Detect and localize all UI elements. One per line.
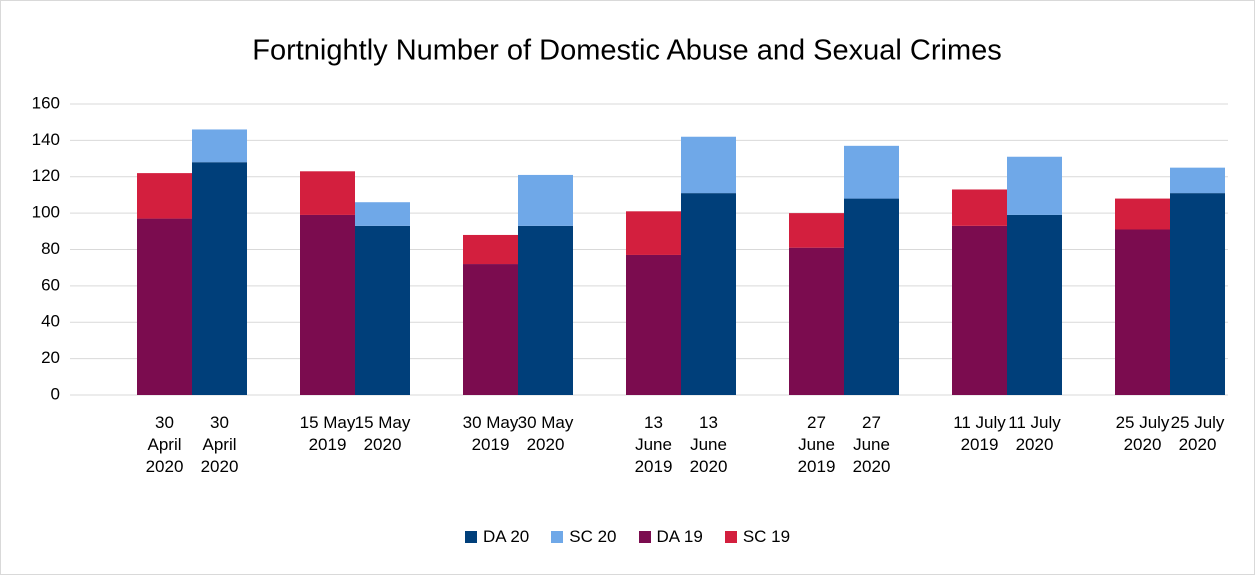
bar xyxy=(1170,167,1225,194)
legend: DA 20 SC 20 DA 19 SC 19 xyxy=(0,527,1255,547)
legend-label: SC 20 xyxy=(569,527,617,546)
x-tick-label: 11 July 2019 xyxy=(953,413,1006,454)
bar xyxy=(192,129,247,163)
bar xyxy=(1115,229,1170,395)
x-tick-label: 11 July 2020 xyxy=(1008,413,1061,454)
legend-swatch xyxy=(464,531,477,543)
legend-item: DA 19 xyxy=(638,527,703,547)
x-tick-label: 30 April 2020 xyxy=(200,413,239,476)
x-tick-label: 15 May 2020 xyxy=(354,413,411,454)
legend-swatch xyxy=(551,531,564,543)
bar xyxy=(844,198,899,395)
bar xyxy=(952,225,1007,395)
bar xyxy=(137,173,192,219)
bar xyxy=(463,234,518,265)
x-tick-label: 13 June 2020 xyxy=(689,413,728,476)
x-tick-label: 30 May 2020 xyxy=(517,413,574,454)
y-tick-label: 40 xyxy=(41,312,60,331)
bar xyxy=(518,174,573,226)
y-tick-label: 60 xyxy=(41,275,60,294)
x-tick-label: 25 July 2020 xyxy=(1170,413,1225,454)
bar xyxy=(681,136,736,194)
bar xyxy=(1115,198,1170,230)
bar xyxy=(300,171,355,215)
y-tick-label: 120 xyxy=(32,166,60,185)
bar xyxy=(137,218,192,395)
legend-swatch xyxy=(638,531,651,543)
bar xyxy=(1170,193,1225,395)
bar xyxy=(518,225,573,395)
y-tick-label: 160 xyxy=(32,93,60,112)
legend-label: DA 19 xyxy=(656,527,703,546)
legend-item: DA 20 xyxy=(464,527,530,547)
bar xyxy=(844,145,899,199)
legend-label: SC 19 xyxy=(742,527,791,546)
bar xyxy=(789,213,844,248)
chart-title: Fortnightly Number of Domestic Abuse and… xyxy=(252,35,1001,67)
legend-item: SC 19 xyxy=(724,527,791,547)
bar xyxy=(789,247,844,395)
y-tick-label: 140 xyxy=(32,130,60,149)
legend-swatch xyxy=(724,531,737,543)
bar xyxy=(1007,214,1062,395)
x-tick-label: 30 May 2019 xyxy=(462,413,519,454)
bar xyxy=(192,162,247,395)
bar xyxy=(463,264,518,395)
bar xyxy=(355,225,410,395)
y-tick-label: 100 xyxy=(32,203,60,222)
bar xyxy=(681,193,736,395)
legend-label: DA 20 xyxy=(482,527,530,546)
bar xyxy=(626,211,681,255)
y-tick-label: 80 xyxy=(41,239,60,258)
y-tick-label: 0 xyxy=(51,384,60,403)
x-tick-label: 27 June 2020 xyxy=(852,413,891,476)
x-tick-label: 13 June 2019 xyxy=(634,413,673,476)
bar xyxy=(1007,156,1062,215)
y-tick-label: 20 xyxy=(41,348,60,367)
bar xyxy=(300,214,355,395)
x-tick-label: 30 April 2020 xyxy=(145,413,184,476)
legend-item: SC 20 xyxy=(551,527,617,547)
bar xyxy=(355,202,410,226)
x-tick-label: 15 May 2019 xyxy=(299,413,356,454)
bar xyxy=(952,189,1007,226)
bar xyxy=(626,254,681,395)
x-tick-label: 27 June 2019 xyxy=(797,413,836,476)
x-tick-label: 25 July 2020 xyxy=(1115,413,1170,454)
